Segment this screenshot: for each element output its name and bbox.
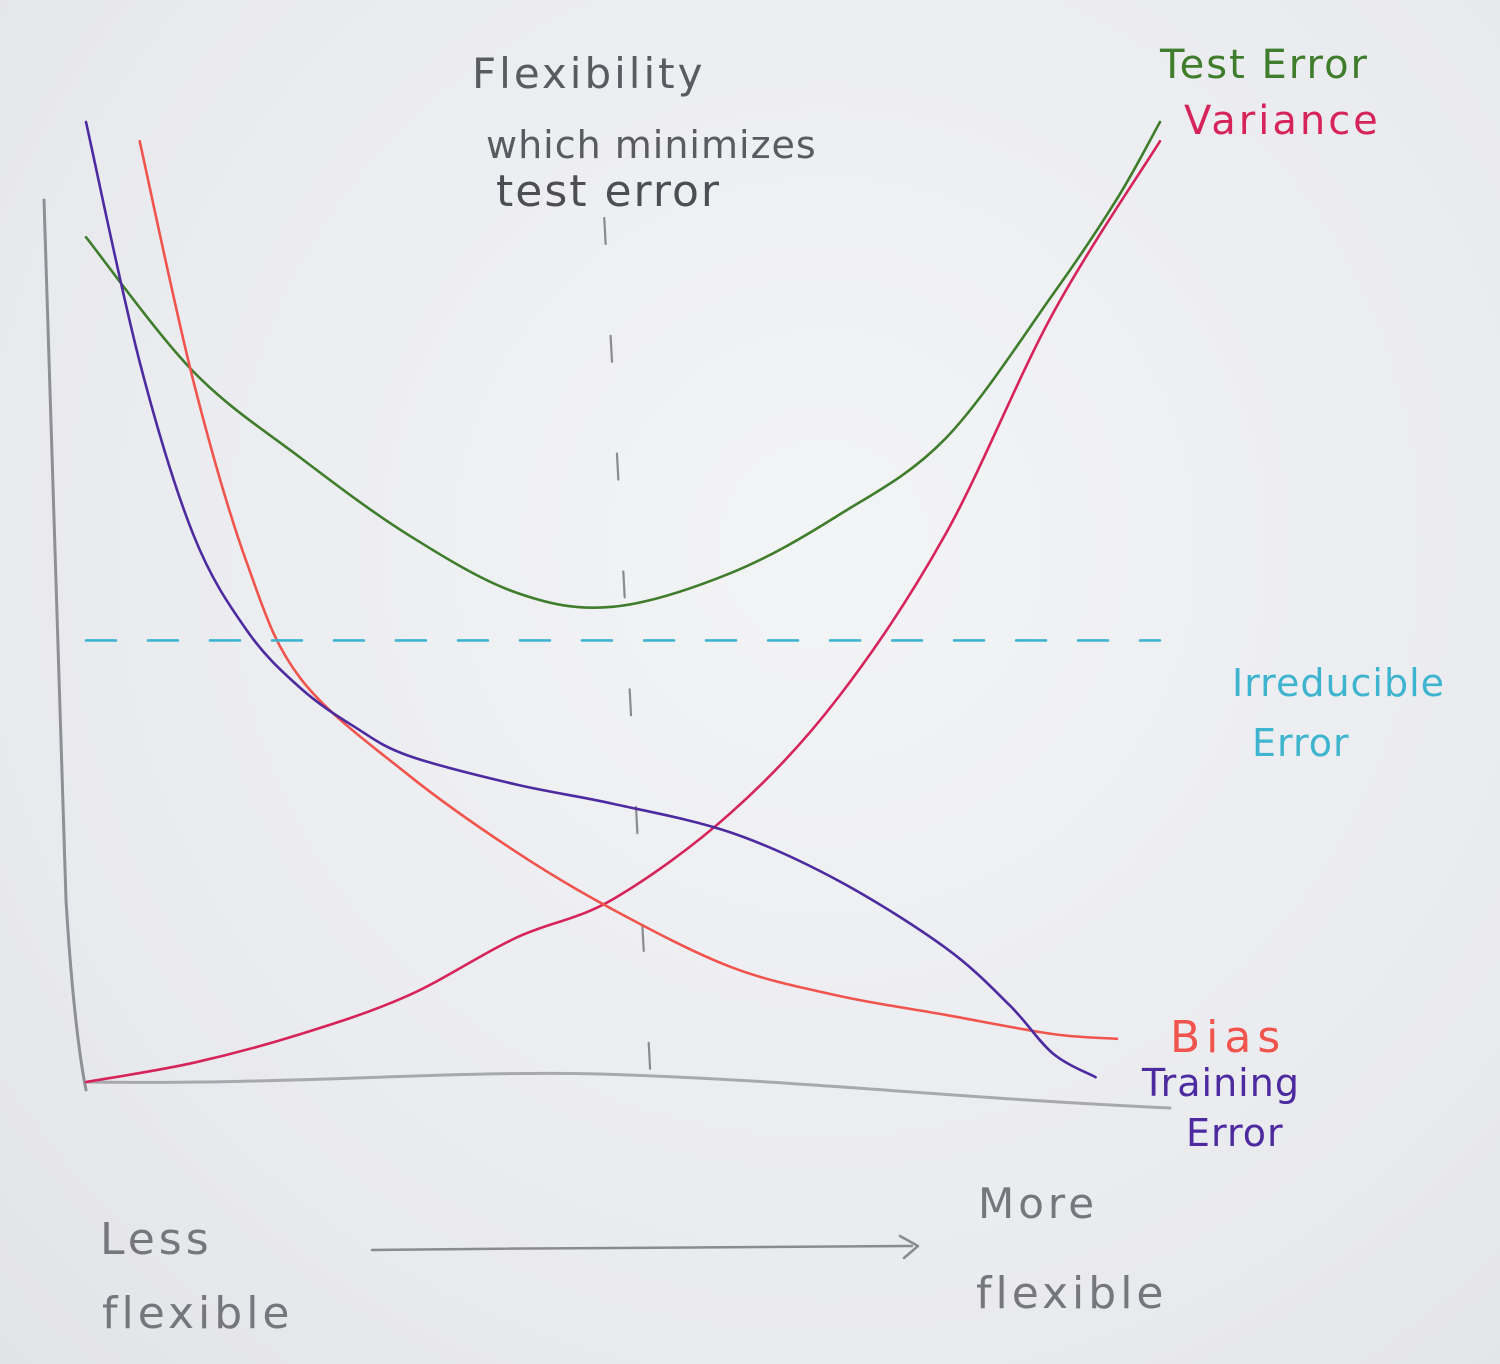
series-line-bias — [138, 139, 1119, 1041]
label-irreducible-error-line-1: Irreducible — [1232, 661, 1445, 705]
label-training-error-line-2: Error — [1186, 1111, 1284, 1155]
series-line-training-error — [84, 120, 1097, 1079]
label-bias: Bias — [1170, 1012, 1286, 1063]
axes — [42, 198, 1172, 1110]
label-irreducible-error-line-2: Error — [1252, 721, 1350, 765]
xlabel-left-line-2: flexible — [102, 1288, 294, 1339]
optimum-flexibility-line — [603, 216, 652, 1074]
series-line-variance — [84, 139, 1162, 1084]
annotation-line-2: which minimizes — [486, 123, 817, 167]
series-line-test-error — [84, 120, 1162, 609]
annotation-line-1: Flexibility — [472, 49, 705, 98]
labels: Flexibility which minimizes test error L… — [100, 42, 1445, 1339]
label-training-error-line-1: Training — [1141, 1061, 1300, 1105]
x-axis — [84, 1071, 1172, 1110]
xlabel-left-line-1: Less — [100, 1214, 213, 1265]
y-axis — [42, 198, 88, 1092]
label-variance: Variance — [1184, 98, 1381, 144]
xlabel-right-line-2: flexible — [976, 1268, 1168, 1319]
flexibility-arrow — [370, 1234, 920, 1260]
annotation-line-3: test error — [496, 166, 721, 217]
curves — [84, 120, 1162, 1084]
xlabel-right-line-1: More — [978, 1179, 1098, 1228]
label-test-error: Test Error — [1159, 42, 1369, 88]
